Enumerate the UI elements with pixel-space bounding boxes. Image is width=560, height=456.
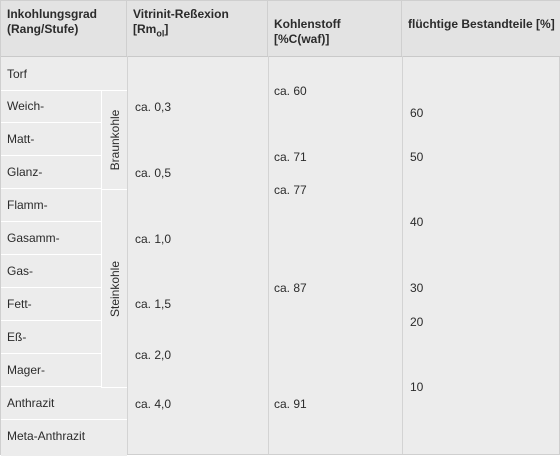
rank-matt: Matt- [1,124,101,156]
rank-meta-anthrazit: Meta-Anthrazit [1,421,127,456]
carbon-value: ca. 91 [274,397,307,411]
carbon-value: ca. 87 [274,281,307,295]
header-vitrinite-sub: ol [156,28,165,39]
header-carbon-label: Kohlenstoff [%C(waf)] [274,17,341,46]
carbon-value: ca. 71 [274,150,307,164]
rank-fett: Fett- [1,289,101,321]
column-divider [402,56,403,454]
vitrinite-value: ca. 0,3 [135,100,172,114]
group-braunkohle-label: Braunkohle [107,109,122,171]
rank-glanz: Glanz- [1,157,101,189]
header-rank-line2: (Rang/Stufe) [7,22,79,36]
rank-torf: Torf [1,59,127,91]
rank-flamm: Flamm- [1,190,101,222]
carbon-value: ca. 77 [274,183,307,197]
rank-gasamm: Gasamm- [1,223,101,255]
group-steinkohle-label: Steinkohle [107,260,122,317]
rank-mager: Mager- [1,355,101,387]
header-carbon: Kohlenstoff [%C(waf)] [268,1,402,56]
vitrinite-value: ca. 2,0 [135,348,172,362]
header-rank-line1: Inkohlungsgrad [7,7,97,21]
header-volatiles-label: flüchtige Bestandteile [%] [408,17,555,31]
header-vitrinite-end: ] [164,22,169,36]
rank-gas: Gas- [1,256,101,288]
volatiles-value: 40 [410,215,424,229]
column-divider [127,56,128,454]
header-volatiles: flüchtige Bestandteile [%] [402,1,560,56]
volatiles-value: 20 [410,315,424,329]
header-vitrinite: Vitrinit-Reßexion [Rmol] [127,1,268,56]
carbon-value: ca. 60 [274,84,307,98]
volatiles-value: 60 [410,106,424,120]
group-braunkohle: Braunkohle [101,91,127,190]
volatiles-value: 10 [410,380,424,394]
volatiles-value: 30 [410,281,424,295]
column-divider [268,56,269,454]
vitrinite-value: ca. 4,0 [135,397,172,411]
volatiles-value: 50 [410,150,424,164]
header-vitrinite-line1: Vitrinit-Reßexion [133,7,229,21]
header-vitrinite-line2: [Rmol] [133,22,261,41]
header-rank: Inkohlungsgrad (Rang/Stufe) [1,1,127,56]
vitrinite-value: ca. 0,5 [135,166,172,180]
vitrinite-value: ca. 1,5 [135,297,172,311]
rank-weich: Weich- [1,91,101,123]
header-vitrinite-rm: [Rm [133,22,157,36]
vitrinite-value: ca. 1,0 [135,232,172,246]
rank-anthrazit: Anthrazit [1,388,127,420]
table-header: Inkohlungsgrad (Rang/Stufe) Vitrinit-Reß… [1,1,560,57]
group-steinkohle: Steinkohle [101,190,127,388]
rank-ess: Eß- [1,322,101,354]
